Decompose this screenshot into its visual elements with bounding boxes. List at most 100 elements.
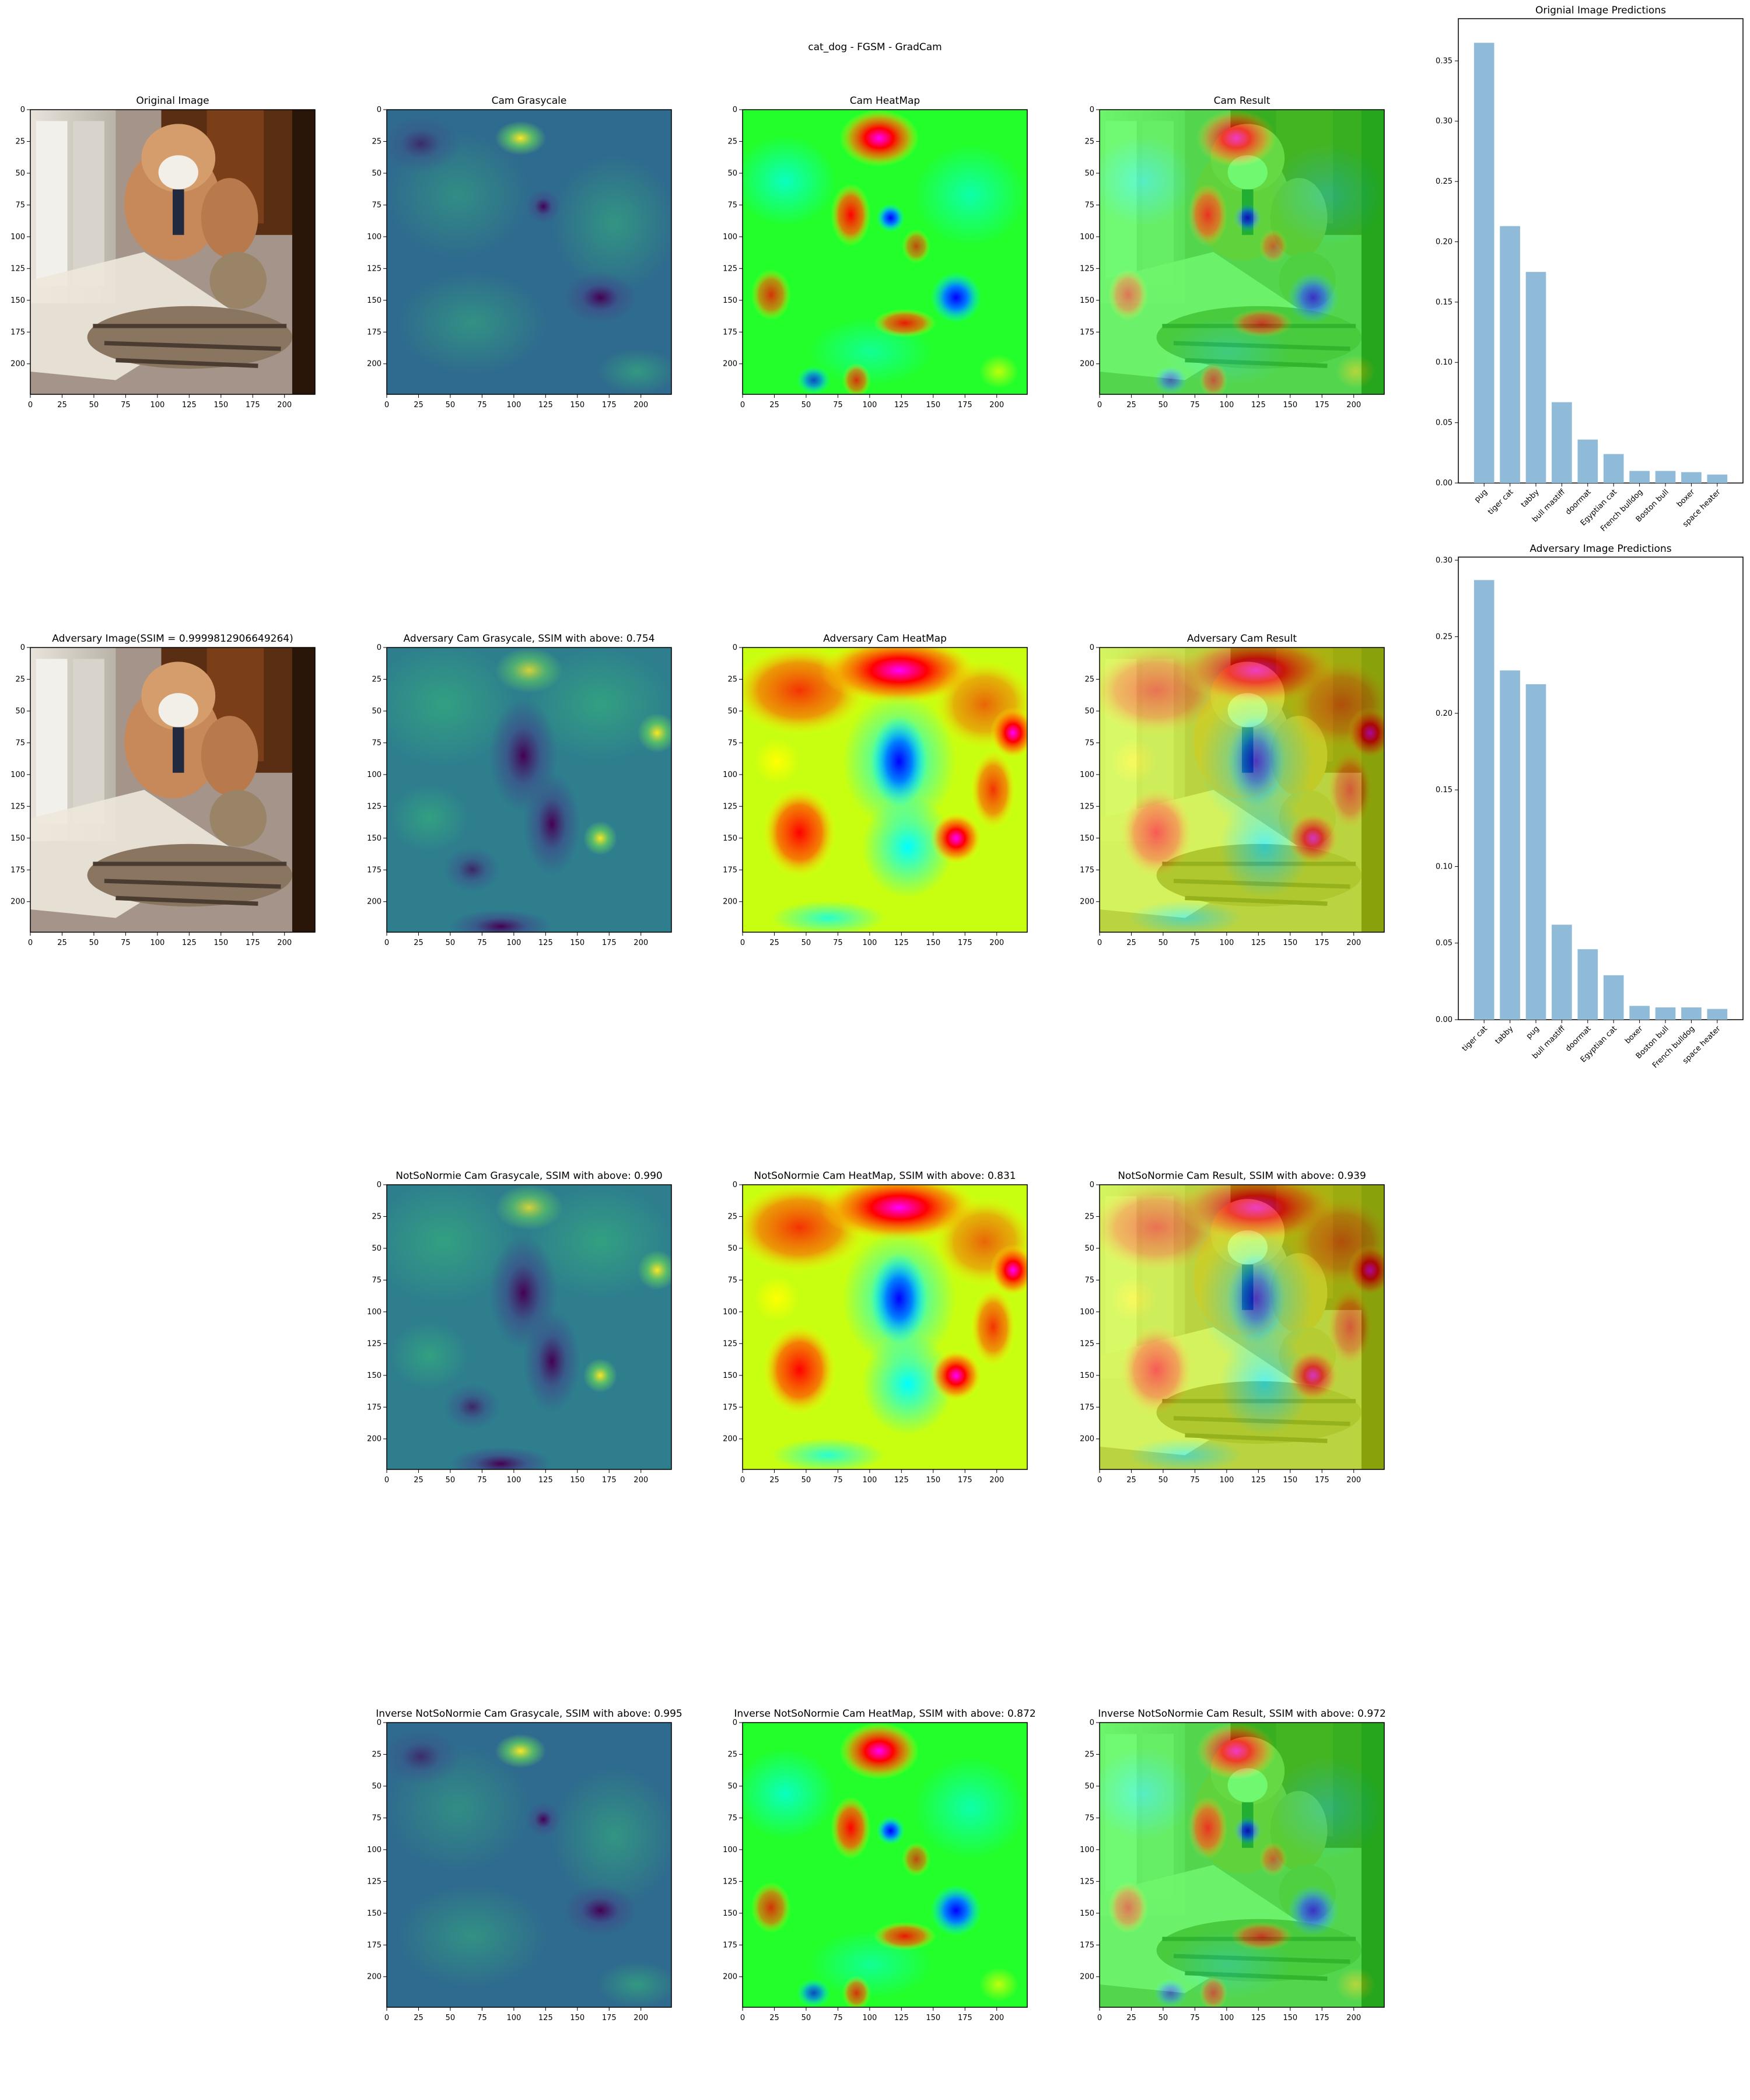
y-tick-label: 0.15 [1436, 786, 1452, 794]
x-tick-label: 50 [802, 401, 811, 410]
y-tick-label: 0 [1090, 1181, 1094, 1189]
y-tick-label: 150 [367, 834, 382, 843]
x-tick-label: 100 [1219, 1476, 1234, 1485]
x-tick-label: 125 [894, 401, 909, 410]
x-tick-label: 125 [182, 939, 197, 947]
x-tick-label: 25 [769, 1476, 779, 1485]
x-tick-label: boxer [1675, 488, 1697, 509]
y-tick-label: 75 [15, 201, 25, 209]
y-tick-label: 0.25 [1436, 633, 1452, 642]
y-tick-label: 100 [1080, 233, 1094, 242]
x-tick-label: 75 [833, 939, 843, 947]
x-tick-label: 50 [89, 401, 99, 410]
panel-image [743, 1185, 1027, 1469]
panel-image [743, 1723, 1027, 2007]
y-tick-label: 175 [367, 328, 382, 337]
y-tick-label: 0.05 [1436, 419, 1452, 428]
y-tick-label: 75 [1084, 738, 1094, 747]
x-tick-label: 25 [57, 401, 67, 410]
bar [1629, 1006, 1650, 1020]
panel-image [1091, 1723, 1384, 2010]
x-tick-label: pug [1525, 1024, 1541, 1041]
x-tick-label: 150 [570, 1476, 584, 1485]
x-tick-label: 150 [1283, 939, 1297, 947]
panel-title: Inverse NotSoNormie Cam HeatMap, SSIM wi… [734, 1708, 1035, 1720]
y-tick-label: 200 [723, 1435, 737, 1444]
x-tick-label: pug [1473, 488, 1489, 504]
y-tick-label: 150 [1080, 296, 1094, 305]
y-tick-label: 0 [733, 643, 737, 652]
y-tick-label: 200 [723, 360, 737, 369]
x-tick-label: 175 [1315, 2014, 1329, 2022]
y-tick-label: 50 [727, 1244, 737, 1253]
panel-original-image: Original Image 0 25 50 75 100 125 150 175 200 0 25 5… [10, 95, 316, 410]
x-tick-label: 100 [506, 401, 521, 410]
panel-title: Cam Grasycale [492, 95, 567, 107]
y-tick-label: 25 [1084, 1212, 1094, 1221]
y-tick-label: 25 [1084, 675, 1094, 684]
y-tick-label: 100 [723, 233, 737, 242]
y-tick-label: 0.05 [1436, 939, 1452, 948]
bar-chart-title: Adversary Image Predictions [1530, 543, 1671, 555]
panel-frame [1099, 109, 1385, 395]
y-tick-label: 100 [367, 771, 382, 779]
y-tick-label: 150 [723, 1371, 737, 1380]
y-tick-label: 200 [723, 898, 737, 907]
x-tick-label: 50 [1158, 2014, 1168, 2022]
bar [1681, 472, 1702, 483]
x-tick-label: 200 [277, 939, 292, 947]
x-tick-label: 175 [958, 1476, 972, 1485]
y-tick-label: 175 [1080, 866, 1094, 874]
x-tick-label: 200 [989, 401, 1004, 410]
x-tick-label: 75 [477, 2014, 487, 2022]
x-tick-label: 100 [862, 2014, 877, 2022]
y-tick-label: 150 [367, 1371, 382, 1380]
y-tick-label: 0.20 [1436, 237, 1452, 246]
x-tick-label: 125 [538, 1476, 553, 1485]
y-tick-label: 75 [372, 1814, 382, 1822]
y-tick-label: 50 [15, 169, 25, 178]
x-tick-label: 200 [634, 2014, 648, 2022]
y-tick-label: 200 [367, 898, 382, 907]
x-tick-label: 150 [926, 939, 940, 947]
y-tick-label: 125 [723, 1339, 737, 1348]
bar [1629, 471, 1650, 483]
y-tick-label: 50 [727, 169, 737, 178]
y-tick-label: 0.25 [1436, 177, 1452, 186]
figure-title: cat_dog - FGSM - GradCam [808, 41, 942, 53]
panel-adv-cam-heatmap: Adversary Cam HeatMap 0 25 50 75 100 125 150 175… [723, 633, 1028, 947]
panel-image [30, 648, 315, 932]
y-tick-label: 50 [1084, 169, 1094, 178]
y-tick-label: 150 [723, 296, 737, 305]
x-tick-label: 75 [121, 401, 131, 410]
x-tick-label: 50 [446, 1476, 456, 1485]
y-tick-label: 100 [1080, 1846, 1094, 1854]
x-tick-label: 175 [602, 1476, 617, 1485]
x-tick-label: 150 [926, 1476, 940, 1485]
x-tick-label: tiger cat [1461, 1024, 1489, 1053]
panel-image [30, 110, 315, 394]
x-tick-label: 75 [477, 1476, 487, 1485]
panel-title: Original Image [136, 95, 209, 107]
y-tick-label: 50 [372, 169, 382, 178]
y-tick-label: 200 [10, 898, 25, 907]
x-tick-label: 100 [862, 1476, 877, 1485]
x-tick-label: 125 [538, 2014, 553, 2022]
y-tick-label: 150 [1080, 1371, 1094, 1380]
x-tick-label: 125 [538, 939, 553, 947]
y-tick-label: 100 [10, 771, 25, 779]
y-tick-label: 125 [367, 1877, 382, 1886]
y-tick-label: 100 [723, 771, 737, 779]
y-tick-label: 0 [377, 106, 382, 114]
x-tick-label: 125 [1251, 939, 1266, 947]
y-tick-label: 0.00 [1436, 1016, 1452, 1024]
y-tick-label: 125 [1080, 264, 1094, 273]
x-tick-label: 150 [926, 401, 940, 410]
panel-title: NotSoNormie Cam HeatMap, SSIM with above… [754, 1170, 1016, 1182]
y-tick-label: 175 [367, 1403, 382, 1412]
x-tick-label: 25 [1126, 401, 1136, 410]
y-tick-label: 75 [1084, 1814, 1094, 1822]
y-tick-label: 75 [1084, 201, 1094, 209]
y-tick-label: 100 [723, 1308, 737, 1317]
x-tick-label: 150 [1283, 1476, 1297, 1485]
